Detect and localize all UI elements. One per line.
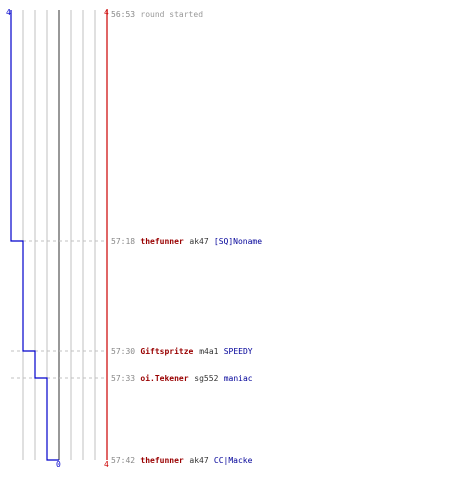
series-line-blue	[10, 10, 59, 461]
event-actor: thefunner	[140, 456, 184, 465]
event-time: 56:53	[111, 10, 135, 19]
event-actor: oi.Tekener	[140, 373, 188, 383]
grid-lines	[22, 10, 96, 460]
event-time: 57:30	[111, 347, 135, 356]
left-top-scale-label: 4	[6, 8, 11, 17]
series-lines	[10, 10, 108, 461]
event-weapon: ak47	[189, 237, 208, 246]
event-victim: maniac	[224, 374, 253, 383]
event-log: 56:53 round started 57:18 thefunner ak47 [SQ]…	[111, 10, 262, 465]
event-weapon: m4a1	[199, 347, 218, 356]
event-time: 57:18	[111, 237, 135, 246]
event-weapon: ak47	[189, 456, 208, 465]
event-time: 57:42	[111, 456, 135, 465]
event-actor: Giftspritze	[140, 346, 193, 356]
event-guide-lines	[11, 240, 107, 379]
scale-labels: 4 4 0 4	[6, 8, 109, 469]
right-top-scale-label: 4	[104, 8, 109, 17]
event-actor: thefunner	[140, 237, 184, 246]
right-bottom-scale-label: 4	[104, 460, 109, 469]
event-weapon: sg552	[194, 374, 218, 383]
event-actor: round started	[140, 10, 203, 19]
event-victim: CC|Macke	[214, 456, 253, 465]
event-victim: SPEEDY	[224, 347, 253, 356]
bottom-center-scale-label: 0	[56, 460, 61, 469]
event-victim: [SQ]Noname	[214, 237, 262, 246]
event-time: 57:33	[111, 374, 135, 383]
